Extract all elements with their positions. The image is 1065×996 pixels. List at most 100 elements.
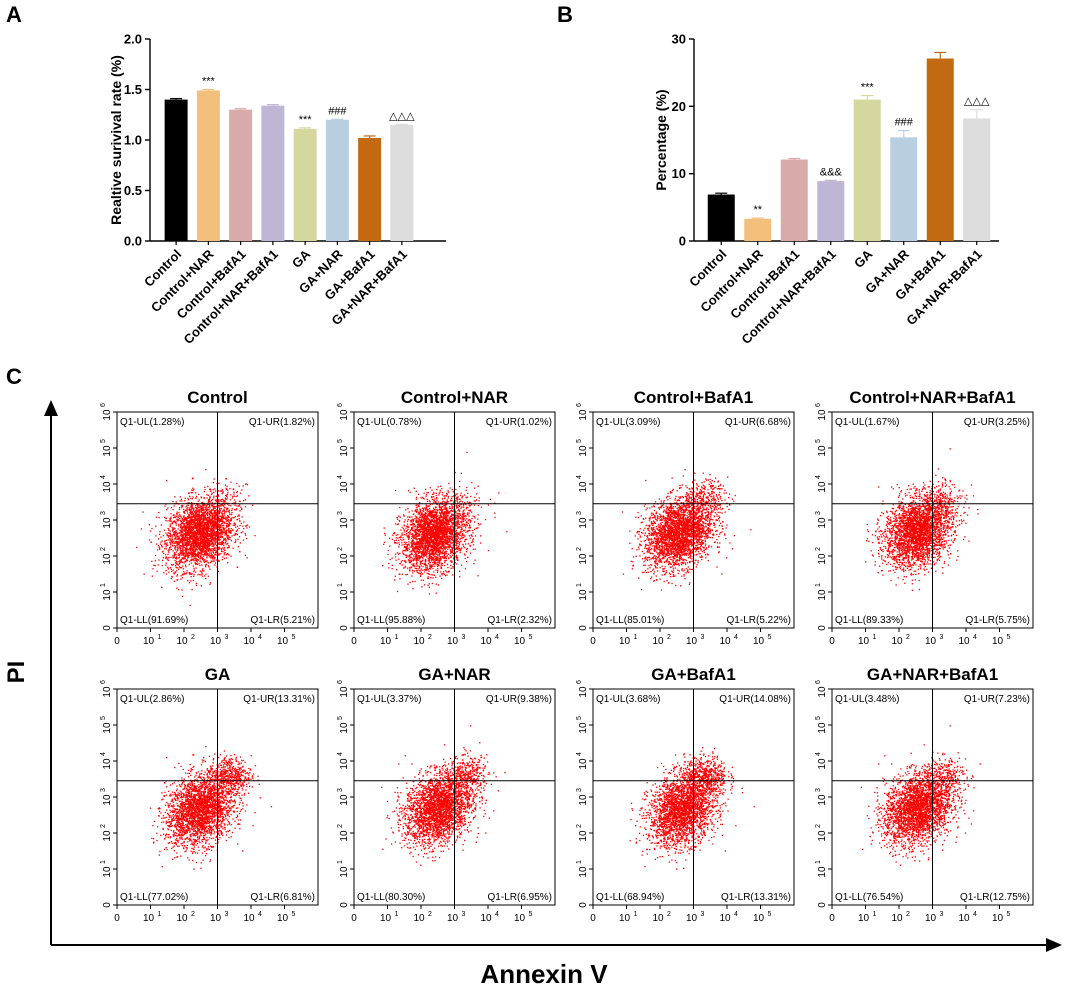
y-axis-label: Percentage (%)	[653, 89, 669, 190]
y-tick-label: 10	[817, 722, 828, 734]
significance-label: **	[753, 204, 762, 216]
quadrant-label-ur: Q1-UR(9.38%)	[486, 694, 552, 705]
y-tick-exponent: 2	[337, 824, 344, 828]
y-tick-label-group: 104	[576, 475, 589, 493]
y-tick-exponent: 3	[100, 511, 107, 515]
bar	[854, 100, 881, 241]
x-tick-label: 10	[380, 913, 392, 924]
y-tick-label: 0	[817, 902, 828, 908]
y-tick-label: 10	[817, 866, 828, 878]
y-tick-exponent: 6	[100, 403, 107, 407]
x-tick-exponent: 5	[768, 634, 772, 641]
x-tick-exponent: 1	[873, 911, 877, 918]
x-tick-exponent: 5	[529, 634, 533, 641]
x-tick-label: 10	[480, 913, 492, 924]
y-tick-label: 10	[817, 830, 828, 842]
y-tick-label-group: 101	[815, 860, 828, 878]
y-tick-label-group: 105	[576, 716, 589, 734]
x-tick-label: 0	[590, 636, 596, 647]
x-tick-exponent: 2	[191, 634, 195, 641]
y-tick-label: 10	[578, 553, 589, 565]
bar	[963, 118, 990, 241]
y-tick-label: 10	[339, 553, 350, 565]
y-tick-label: 0	[102, 902, 113, 908]
x-tick-exponent: 3	[701, 634, 705, 641]
quadrant-label-ur: Q1-UR(6.68%)	[725, 417, 791, 428]
y-tick-exponent: 4	[815, 475, 822, 479]
quadrant-label-ul: Q1-UL(3.09%)	[596, 417, 660, 428]
y-tick-label-group: 106	[337, 680, 350, 698]
y-tick-exponent: 2	[576, 824, 583, 828]
y-tick-label-group: 102	[337, 824, 350, 842]
y-tick-label-group: 104	[815, 752, 828, 770]
y-tick-exponent: 5	[576, 439, 583, 443]
significance-label: ***	[861, 82, 875, 94]
x-tick-label: 10	[753, 636, 765, 647]
significance-label: ***	[299, 114, 313, 126]
x-tick-exponent: 1	[158, 634, 162, 641]
x-tick-exponent: 4	[734, 911, 738, 918]
quadrant-label-ul: Q1-UL(2.86%)	[120, 694, 184, 705]
y-tick-exponent: 5	[576, 716, 583, 720]
x-tick-exponent: 4	[495, 911, 499, 918]
x-tick-label: 10	[891, 636, 903, 647]
x-tick-label: 10	[686, 636, 698, 647]
x-tick-label: 10	[480, 636, 492, 647]
y-tick-label-group: 106	[815, 680, 828, 698]
x-tick-exponent: 3	[225, 911, 229, 918]
panel-letter: A	[6, 2, 22, 27]
y-tick-label: 10	[102, 794, 113, 806]
flow-plot: Control+NAR+BafA1Q1-UL(1.67%)Q1-UR(3.25%…	[815, 388, 1033, 647]
plot-title: GA	[205, 665, 231, 684]
y-tick-label-group: 102	[337, 547, 350, 565]
x-tick-exponent: 3	[462, 634, 466, 641]
y-tick-label-group: 103	[337, 511, 350, 529]
plot-title: GA+NAR	[418, 665, 490, 684]
scatter-dots	[136, 469, 256, 606]
x-tick-label: 10	[413, 636, 425, 647]
y-tick-label: 10	[102, 409, 113, 421]
y-tick-label: 10	[102, 481, 113, 493]
quadrant-label-ul: Q1-UL(1.28%)	[120, 417, 184, 428]
x-tick-label: 10	[210, 913, 222, 924]
y-tick-exponent: 2	[100, 824, 107, 828]
x-tick-exponent: 1	[395, 911, 399, 918]
y-tick-label: 10	[339, 445, 350, 457]
y-tick-label: 0	[339, 625, 350, 631]
y-tick-exponent: 3	[337, 788, 344, 792]
plot-title: Control	[187, 388, 247, 407]
y-tick-label: 1.0	[124, 133, 142, 148]
x-tick-label: 10	[858, 913, 870, 924]
x-tick-label: 10	[277, 636, 289, 647]
y-tick-exponent: 4	[100, 752, 107, 756]
y-tick-exponent: 1	[100, 860, 107, 864]
y-tick-label-group: 101	[815, 583, 828, 601]
y-tick-label: 10	[817, 409, 828, 421]
y-tick-label: 10	[339, 794, 350, 806]
y-tick-exponent: 1	[100, 583, 107, 587]
x-tick-exponent: 4	[734, 634, 738, 641]
x-tick-label: 10	[413, 913, 425, 924]
scatter-dots	[630, 747, 755, 870]
x-tick-exponent: 2	[191, 911, 195, 918]
significance-label: &&&	[820, 166, 843, 178]
y-tick-exponent: 6	[576, 403, 583, 407]
quadrant-label-ul: Q1-UL(1.67%)	[835, 417, 899, 428]
bar	[197, 91, 220, 241]
x-tick-exponent: 4	[973, 911, 977, 918]
quadrant-label-ur: Q1-UR(3.25%)	[964, 417, 1030, 428]
x-tick-exponent: 3	[701, 911, 705, 918]
y-tick-exponent: 3	[815, 511, 822, 515]
y-tick-label-group: 105	[815, 716, 828, 734]
y-tick-label: 10	[102, 758, 113, 770]
y-tick-exponent: 4	[337, 752, 344, 756]
x-tick-label: 10	[176, 913, 188, 924]
x-tick-label: 10	[719, 636, 731, 647]
y-tick-label: 0	[102, 625, 113, 631]
significance-label: ###	[895, 117, 914, 129]
bar	[261, 106, 284, 241]
y-tick-label: 10	[102, 686, 113, 698]
quadrant-label-ur: Q1-UR(7.23%)	[964, 694, 1030, 705]
